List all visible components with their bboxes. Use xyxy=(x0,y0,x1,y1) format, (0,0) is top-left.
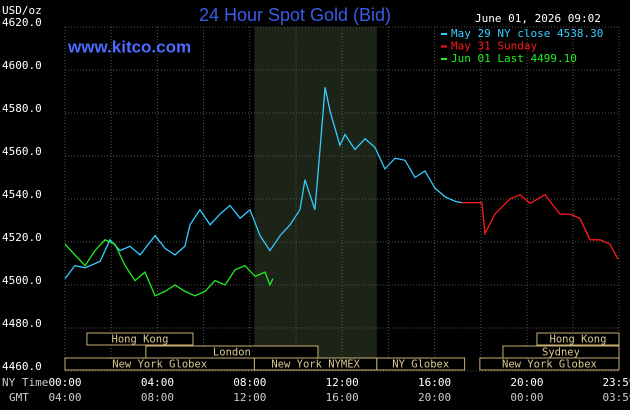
session-label: NY Globex xyxy=(392,359,449,371)
timestamp: June 01, 2026 09:02 xyxy=(475,12,601,25)
x-tick-label: 20:00 xyxy=(510,376,543,389)
x2-tick-label: 00:00 xyxy=(510,391,543,404)
legend-label: May 29 NY close 4538.30 xyxy=(451,27,603,40)
y-tick-label: 4460.0 xyxy=(2,360,42,373)
x-tick-label: 08:00 xyxy=(233,376,266,389)
y-tick-label: 4480.0 xyxy=(2,317,42,330)
session-box xyxy=(86,332,194,346)
legend-label: May 31 Sunday xyxy=(451,40,537,53)
x2-tick-label: 20:00 xyxy=(418,391,451,404)
x2-axis-label: GMT xyxy=(9,391,29,404)
x-tick-label: 00:00 xyxy=(48,376,81,389)
y-tick-label: 4520.0 xyxy=(2,231,42,244)
y-tick-label: 4600.0 xyxy=(2,59,42,72)
x2-tick-label: 12:00 xyxy=(233,391,266,404)
legend-label: Jun 01 Last 4499.10 xyxy=(451,52,577,65)
x-tick-label: 12:00 xyxy=(326,376,359,389)
y-tick-label: 4540.0 xyxy=(2,188,42,201)
y-tick-label: 4560.0 xyxy=(2,145,42,158)
x-tick-label: 04:00 xyxy=(141,376,174,389)
session-label: Hong Kong xyxy=(112,334,169,346)
price-line xyxy=(64,239,274,297)
x2-tick-label: 03:59 xyxy=(602,391,630,404)
x2-tick-label: 04:00 xyxy=(48,391,81,404)
x-tick-label: 16:00 xyxy=(418,376,451,389)
x2-tick-label: 08:00 xyxy=(141,391,174,404)
session-label: London xyxy=(213,347,251,359)
session-label: Hong Kong xyxy=(550,334,607,346)
session-box xyxy=(376,357,466,371)
session-label: New York NYMEX xyxy=(271,359,360,371)
session-label: New York Globex xyxy=(112,359,207,371)
price-line xyxy=(64,87,463,279)
session-label: New York Globex xyxy=(502,359,597,371)
chart-title: 24 Hour Spot Gold (Bid) xyxy=(199,5,391,25)
price-line xyxy=(462,193,619,260)
x2-tick-label: 16:00 xyxy=(326,391,359,404)
y-axis-label: USD/oz xyxy=(2,4,42,17)
session-box xyxy=(536,332,620,346)
watermark: www.kitco.com xyxy=(67,37,191,56)
y-tick-label: 4580.0 xyxy=(2,102,42,115)
session-label: Sydney xyxy=(542,347,580,359)
y-tick-label: 4500.0 xyxy=(2,274,42,287)
x-axis-label: NY Time xyxy=(2,376,48,389)
session-box xyxy=(479,357,620,371)
x-tick-label: 23:59 xyxy=(602,376,630,389)
y-tick-label: 4620.0 xyxy=(2,16,42,29)
